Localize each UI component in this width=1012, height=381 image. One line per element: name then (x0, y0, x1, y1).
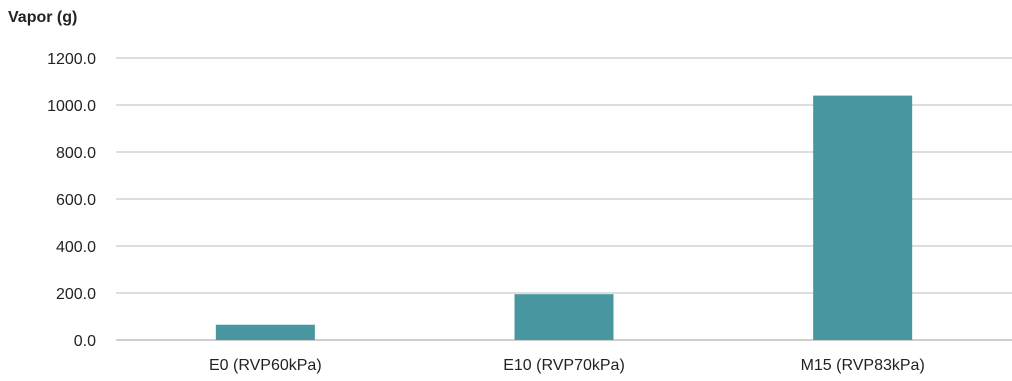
y-tick-label: 200.0 (56, 286, 96, 303)
y-tick-label: 400.0 (56, 239, 96, 256)
x-tick-label: E10 (RVP70kPa) (503, 357, 625, 374)
category-labels: E0 (RVP60kPa) E10 (RVP70kPa) M15 (RVP83kPa… (209, 357, 925, 374)
bars (215, 95, 913, 340)
y-axis-label: Vapor (g) (8, 9, 77, 26)
x-tick-label: E0 (RVP60kPa) (209, 357, 322, 374)
y-tick-label: 1000.0 (47, 98, 96, 115)
y-tick-label: 800.0 (56, 145, 96, 162)
y-tick-labels: 0.0 200.0 400.0 600.0 800.0 1000.0 1200.0 (47, 51, 96, 350)
bar (813, 95, 913, 340)
x-tick-label: M15 (RVP83kPa) (801, 357, 925, 374)
y-tick-label: 0.0 (74, 333, 96, 350)
grid-lines (116, 57, 1012, 341)
y-tick-label: 600.0 (56, 192, 96, 209)
y-tick-label: 1200.0 (47, 51, 96, 68)
bar (514, 294, 614, 340)
bar (215, 324, 315, 340)
